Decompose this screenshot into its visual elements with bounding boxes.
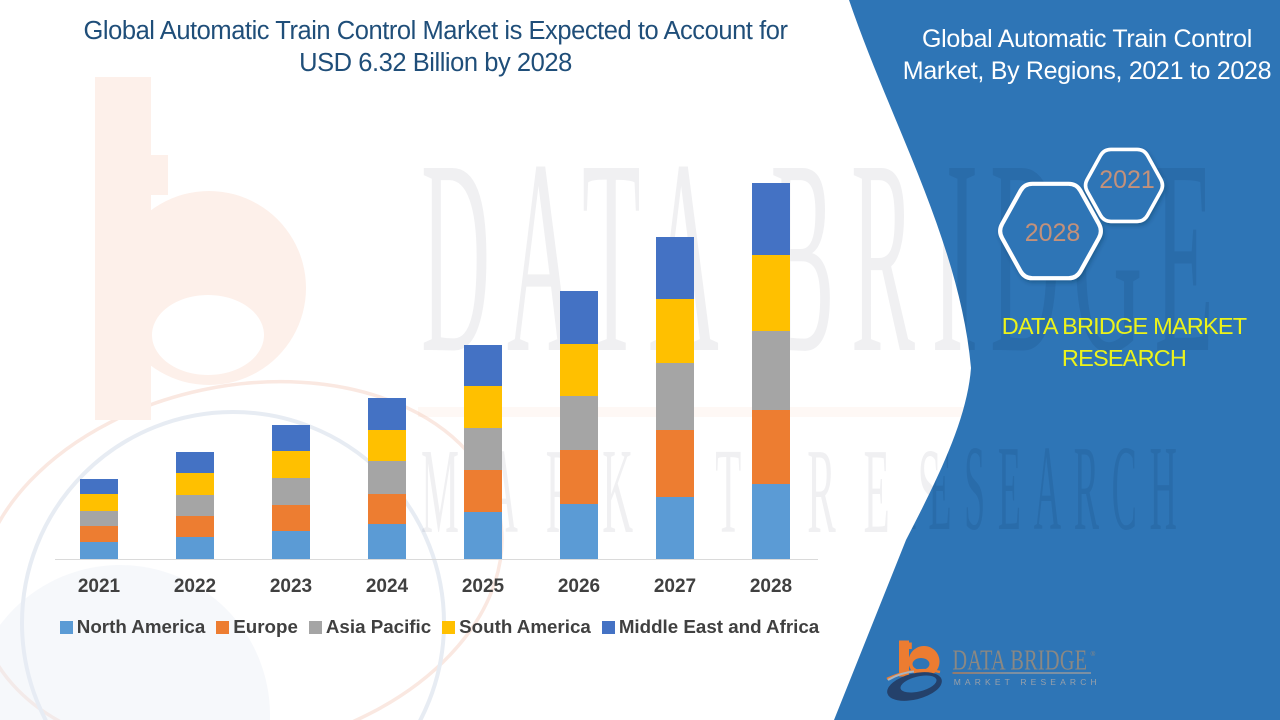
svg-text:2021: 2021 [1099,166,1155,194]
svg-text:®: ® [1091,650,1096,658]
svg-text:2028: 2028 [1025,219,1081,247]
svg-text:DATA BRIDGE: DATA BRIDGE [953,645,1088,676]
svg-text:MARKET RESEARCH: MARKET RESEARCH [954,677,1101,687]
